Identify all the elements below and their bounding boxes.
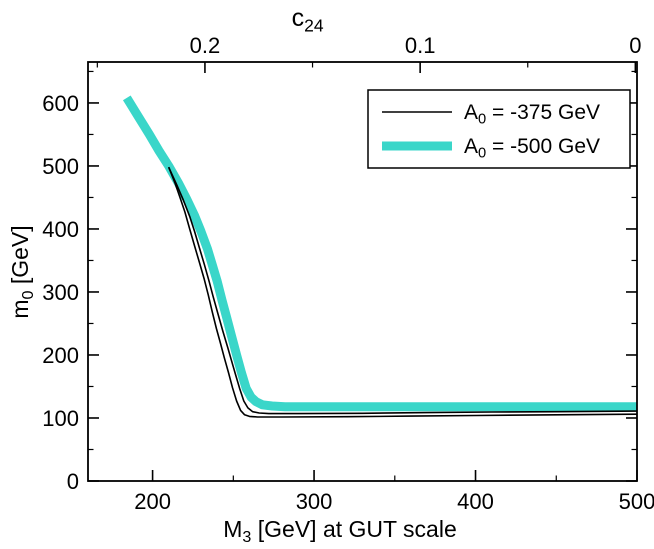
- x-axis-tick-label: 400: [457, 489, 494, 514]
- y-axis-tick-label: 200: [42, 343, 79, 368]
- series-a0-375-band-line-0: [167, 166, 637, 418]
- x-axis-tick-label: 500: [619, 489, 654, 514]
- y-axis-title: m0 [GeV]: [7, 225, 37, 318]
- x-axis-tick-label: 300: [296, 489, 333, 514]
- y-axis-tick-label: 300: [42, 280, 79, 305]
- legend-box: [367, 89, 631, 169]
- top-axis-tick-label: 0: [629, 33, 641, 58]
- top-axis-tick-label: 0.1: [405, 33, 436, 58]
- legend-entry-label: A0 = -375 GeV: [464, 101, 600, 128]
- y-axis-tick-label: 600: [42, 91, 79, 116]
- legend-entry-label: A0 = -500 GeV: [464, 135, 600, 162]
- series-group: [122, 95, 637, 418]
- y-axis-tick-label: 100: [42, 406, 79, 431]
- series-a0-375-band-line-1: [167, 166, 637, 415]
- y-axis-tick-label: 0: [67, 469, 79, 494]
- top-axis-title: c24: [292, 4, 324, 36]
- y-axis-tick-label: 500: [42, 154, 79, 179]
- x-axis-tick-label: 200: [134, 489, 171, 514]
- x-axis-title: M3 [GeV] at GUT scale: [223, 516, 457, 544]
- series-a0-500-band-line-0: [122, 95, 637, 412]
- top-axis-tick-label: 0.2: [190, 33, 221, 58]
- plot-border: [87, 61, 638, 482]
- y-axis-tick-label: 400: [42, 217, 79, 242]
